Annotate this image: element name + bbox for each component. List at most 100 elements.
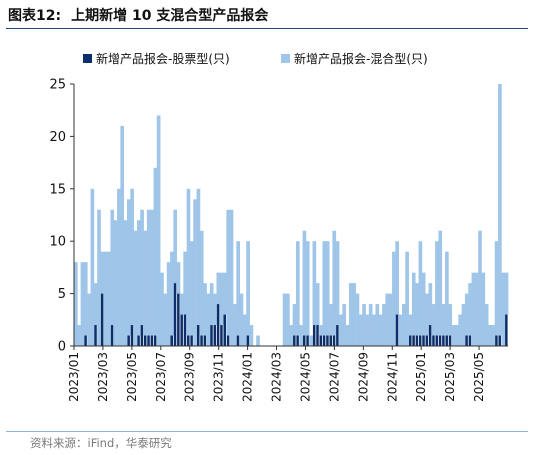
bar-equity [143, 335, 147, 346]
figure-title-text: 上期新增 10 支混合型产品报会 [71, 8, 269, 24]
bar-mixed [170, 251, 174, 336]
bars [74, 84, 509, 346]
bar-mixed [193, 199, 197, 346]
bar-equity [100, 293, 104, 346]
bar-mixed [418, 241, 423, 336]
bar-mixed [93, 283, 98, 326]
bar-mixed [342, 304, 347, 346]
bar-mixed [226, 209, 231, 336]
bar-mixed [362, 304, 366, 346]
bar-equity [296, 335, 299, 346]
bar-mixed [203, 283, 207, 336]
bar-mixed [286, 293, 290, 346]
bar-equity [498, 335, 501, 346]
title-divider [6, 28, 528, 29]
bar-equity [94, 325, 97, 346]
x-tick-label: 2025/01 [414, 352, 428, 402]
bar-mixed [355, 293, 360, 346]
bar-mixed [441, 304, 446, 336]
x-tick-label: 2023/07 [154, 352, 168, 402]
bar-equity [495, 335, 498, 346]
bar-equity [412, 335, 415, 346]
bar-mixed [199, 230, 204, 336]
bar-mixed [246, 241, 250, 336]
bar-mixed [97, 209, 101, 346]
bar-mixed [143, 230, 148, 336]
bar-mixed [117, 188, 121, 346]
bar-mixed [395, 241, 400, 315]
bar-mixed [219, 272, 224, 326]
bar-mixed [183, 251, 187, 315]
bar-mixed [501, 272, 506, 346]
bar-mixed [249, 325, 254, 346]
bar-mixed [186, 188, 191, 336]
bar-equity [187, 335, 190, 346]
bar-mixed [405, 251, 409, 346]
bar-mixed [448, 304, 453, 336]
bar-mixed [242, 314, 247, 346]
bar-mixed [484, 304, 489, 346]
bar-equity [180, 314, 183, 346]
bar-mixed [398, 314, 403, 346]
bar-equity [329, 335, 333, 346]
bar-equity [216, 304, 220, 346]
bar-equity [395, 314, 399, 346]
bar-mixed [239, 293, 244, 346]
bar-mixed [401, 304, 406, 346]
bar-equity [183, 314, 187, 346]
bar-mixed [213, 293, 217, 326]
bar-mixed [120, 125, 125, 346]
bar-mixed [478, 230, 482, 346]
bar-mixed [74, 262, 78, 346]
bar-equity [448, 335, 452, 346]
bar-mixed [428, 283, 433, 326]
bar-mixed [474, 272, 479, 346]
bar-equity [326, 335, 329, 346]
bar-mixed [309, 335, 313, 346]
legend-swatch-equity [83, 54, 92, 63]
y-tick-label: 10 [49, 235, 66, 250]
x-ticks: 2023/01 2023/03 2023/05 2023/07 2023/09 2023/… [67, 346, 486, 402]
bar-equity [130, 325, 134, 346]
figure-label: 图表12: [8, 8, 62, 24]
bar-equity [200, 335, 203, 346]
bar-equity [170, 335, 173, 346]
legend-label-equity: 新增产品报会-股票型(只) [96, 51, 230, 66]
bar-mixed [382, 304, 386, 346]
bar-mixed [229, 209, 234, 346]
bar-mixed [415, 283, 419, 336]
bar-mixed [335, 241, 340, 326]
bar-mixed [289, 325, 293, 346]
bar-mixed [113, 220, 118, 346]
bar-equity [322, 335, 326, 346]
bar-mixed [80, 262, 85, 346]
x-tick-label: 2025/05 [472, 352, 486, 402]
bar-mixed [302, 230, 307, 336]
bar-mixed [216, 272, 221, 305]
bar-mixed [458, 314, 462, 346]
bar-mixed [461, 304, 466, 346]
bar-equity [468, 335, 472, 346]
bar-equity [140, 325, 144, 346]
bar-equity [127, 335, 130, 346]
bar-mixed [223, 272, 227, 315]
legend: 新增产品报会-股票型(只) 新增产品报会-混合型(只) [83, 51, 428, 66]
x-tick-label: 2023/11 [212, 352, 226, 402]
bar-equity [150, 335, 154, 346]
bar-mixed [173, 209, 178, 284]
bar-mixed [160, 272, 164, 346]
bar-equity [332, 335, 336, 346]
bar-mixed [312, 241, 317, 326]
bar-mixed [315, 283, 320, 326]
bar-equity [505, 314, 508, 346]
bar-equity [110, 325, 114, 346]
bar-mixed [358, 314, 363, 346]
x-tick-label: 2024/03 [270, 352, 284, 402]
bar-mixed [140, 209, 144, 326]
bar-mixed [454, 325, 459, 346]
bar-mixed [130, 188, 134, 326]
bar-mixed [127, 199, 131, 336]
y-tick-label: 15 [49, 182, 66, 197]
bar-mixed [464, 293, 469, 336]
